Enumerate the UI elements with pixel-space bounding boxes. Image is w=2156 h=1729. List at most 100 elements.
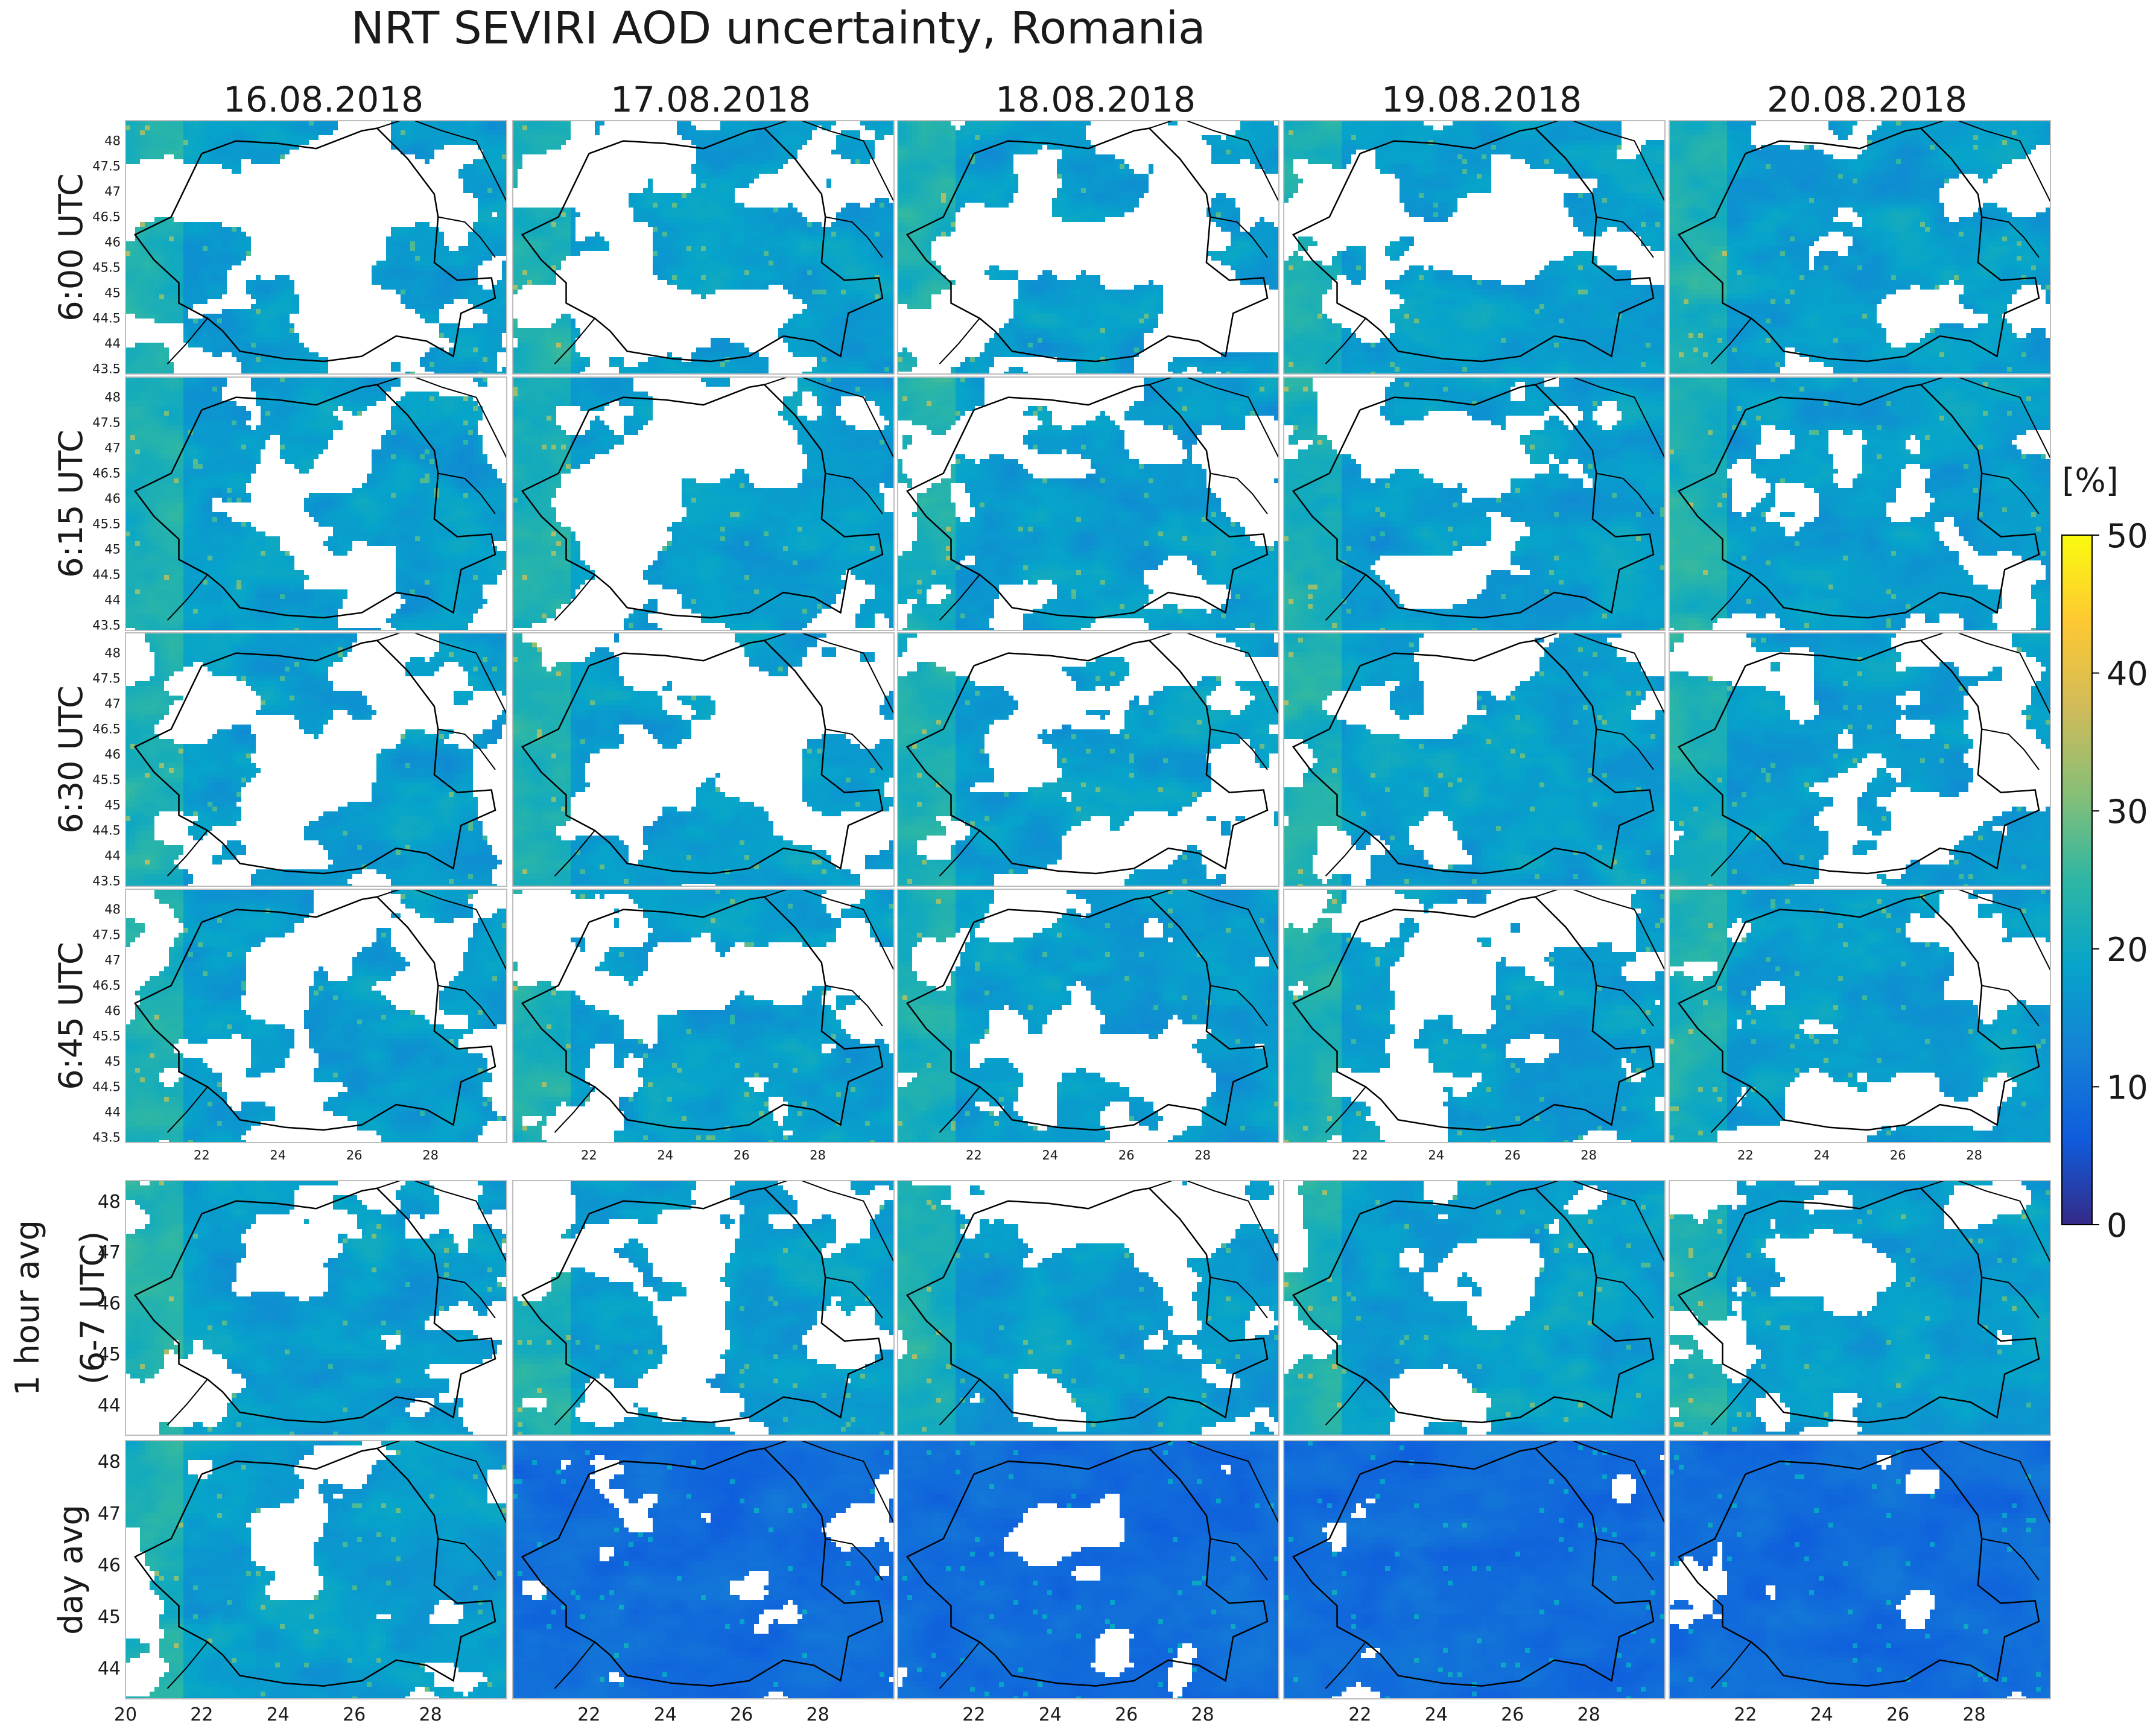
lon-tick-label: 24 bbox=[1039, 1704, 1062, 1725]
map-panels: 4847.54746.54645.54544.54443.54847.54746… bbox=[92, 118, 2050, 1725]
lon-tick-label: 22 bbox=[581, 1148, 597, 1163]
row-label-line: 6:45 UTC bbox=[52, 942, 90, 1090]
lat-tick-label: 48 bbox=[104, 646, 121, 661]
lon-tick-label: 24 bbox=[1042, 1148, 1058, 1163]
lat-tick-label: 46.5 bbox=[92, 466, 121, 481]
lat-tick-label: 46.5 bbox=[92, 722, 121, 737]
map-panel bbox=[898, 118, 1279, 374]
lat-tick-label: 47.5 bbox=[92, 416, 121, 430]
column-header-date: 17.08.2018 bbox=[610, 79, 811, 120]
lat-tick-label: 46 bbox=[104, 492, 121, 506]
lon-tick-label: 22 bbox=[1352, 1148, 1368, 1163]
lon-tick-label: 24 bbox=[1428, 1148, 1444, 1163]
lat-tick-label: 44 bbox=[104, 1105, 121, 1120]
lon-tick-label: 24 bbox=[654, 1704, 677, 1725]
aod-raster bbox=[1669, 121, 2050, 374]
lon-tick-label: 28 bbox=[419, 1704, 442, 1725]
lat-tick-label: 48 bbox=[104, 390, 121, 405]
row-label-line: 6:30 UTC bbox=[52, 685, 90, 833]
lon-tick-label: 24 bbox=[1813, 1148, 1830, 1163]
lat-tick-label: 43.5 bbox=[92, 618, 121, 633]
map-panel bbox=[898, 375, 1279, 630]
lon-tick-label: 22 bbox=[190, 1704, 213, 1725]
lon-tick-label: 28 bbox=[1963, 1704, 1986, 1725]
lon-tick-label: 28 bbox=[1191, 1704, 1214, 1725]
map-panel: 22 24 26 28 bbox=[898, 1438, 1279, 1725]
colorbar-label: [%] bbox=[2062, 462, 2118, 500]
lat-tick-label: 46 bbox=[98, 1293, 121, 1315]
lon-tick-label: 26 bbox=[343, 1704, 366, 1725]
colorbar-tick-label: 10 bbox=[2107, 1068, 2148, 1106]
lon-tick-label: 28 bbox=[422, 1148, 439, 1163]
lat-tick-label: 46 bbox=[98, 1555, 121, 1576]
colorbar-tick-label: 40 bbox=[2107, 655, 2148, 693]
lat-tick-label: 44.5 bbox=[92, 568, 121, 582]
column-header-date: 19.08.2018 bbox=[1381, 79, 1582, 120]
map-panel bbox=[1284, 118, 1665, 374]
lat-tick-label: 45 bbox=[104, 798, 121, 813]
lat-tick-label: 44.5 bbox=[92, 1080, 121, 1094]
map-panel bbox=[1284, 630, 1665, 886]
column-header-date: 16.08.2018 bbox=[223, 79, 423, 120]
lat-tick-label: 47.5 bbox=[92, 928, 121, 942]
aod-raster bbox=[1669, 1441, 2050, 1699]
lat-tick-label: 47 bbox=[104, 953, 121, 968]
lon-tick-label: 26 bbox=[1115, 1704, 1138, 1725]
lat-tick-label: 47.5 bbox=[92, 671, 121, 686]
lon-tick-label: 22 bbox=[1734, 1704, 1757, 1725]
row-label: 6:00 UTC bbox=[52, 173, 90, 321]
lat-tick-label: 44 bbox=[104, 337, 121, 351]
map-panel: 22 24 26 28 bbox=[513, 1438, 894, 1725]
lon-tick-label: 24 bbox=[1810, 1704, 1833, 1725]
lat-tick-label: 47 bbox=[104, 441, 121, 455]
lon-tick-label: 22 bbox=[194, 1148, 210, 1163]
lon-tick-label: 24 bbox=[270, 1148, 286, 1163]
map-panel bbox=[513, 118, 894, 374]
row-labels: 6:00 UTC 6:15 UTC 6:30 UTC 6:45 UTC 1 hour a… bbox=[8, 173, 112, 1635]
lat-tick-label: 45 bbox=[104, 542, 121, 557]
map-panel bbox=[1669, 1178, 2050, 1435]
lon-tick-label: 28 bbox=[1581, 1148, 1597, 1163]
lat-tick-label: 44 bbox=[98, 1658, 121, 1680]
lat-tick-label: 43.5 bbox=[92, 362, 121, 376]
map-panel: 22 24 26 28 bbox=[1669, 887, 2050, 1163]
row-label-line: day avg bbox=[52, 1505, 90, 1635]
lat-tick-label: 48 bbox=[98, 1191, 121, 1213]
lon-tick-label: 26 bbox=[734, 1148, 750, 1163]
map-panel bbox=[513, 375, 894, 630]
lat-tick-label: 47 bbox=[104, 697, 121, 711]
lon-tick-label: 28 bbox=[810, 1148, 826, 1163]
lon-tick-label: 26 bbox=[1504, 1148, 1521, 1163]
lon-tick-label: 22 bbox=[962, 1704, 985, 1725]
aod-raster bbox=[1669, 377, 2050, 630]
lat-tick-label: 46 bbox=[104, 747, 121, 762]
map-panel: 22 24 26 28 bbox=[898, 887, 1279, 1163]
lat-tick-label: 48 bbox=[104, 903, 121, 917]
map-panel: 22 24 26 28 bbox=[1284, 887, 1665, 1163]
map-panel bbox=[1669, 630, 2050, 886]
map-panel bbox=[1284, 1178, 1665, 1435]
lon-tick-label: 20 bbox=[114, 1704, 137, 1725]
aod-raster bbox=[513, 1441, 894, 1699]
lat-tick-label: 45 bbox=[104, 286, 121, 300]
lat-tick-label: 46.5 bbox=[92, 979, 121, 993]
colorbar-tick-label: 0 bbox=[2107, 1207, 2127, 1245]
column-header-date: 20.08.2018 bbox=[1767, 79, 1967, 120]
aod-raster bbox=[125, 377, 507, 630]
lon-tick-label: 24 bbox=[657, 1148, 673, 1163]
lat-tick-label: 44 bbox=[104, 593, 121, 608]
column-headers: 16.08.2018 17.08.2018 18.08.2018 19.08.2018… bbox=[223, 79, 1967, 120]
lon-tick-label: 22 bbox=[577, 1704, 600, 1725]
row-label: day avg bbox=[52, 1505, 90, 1635]
row-label-line: 6:15 UTC bbox=[52, 430, 90, 577]
row-label-line: 1 hour avg bbox=[8, 1220, 46, 1396]
lat-tick-label: 45 bbox=[104, 1055, 121, 1069]
lon-tick-label: 22 bbox=[1737, 1148, 1754, 1163]
map-panel bbox=[898, 630, 1279, 886]
lat-tick-label: 47.5 bbox=[92, 159, 121, 174]
